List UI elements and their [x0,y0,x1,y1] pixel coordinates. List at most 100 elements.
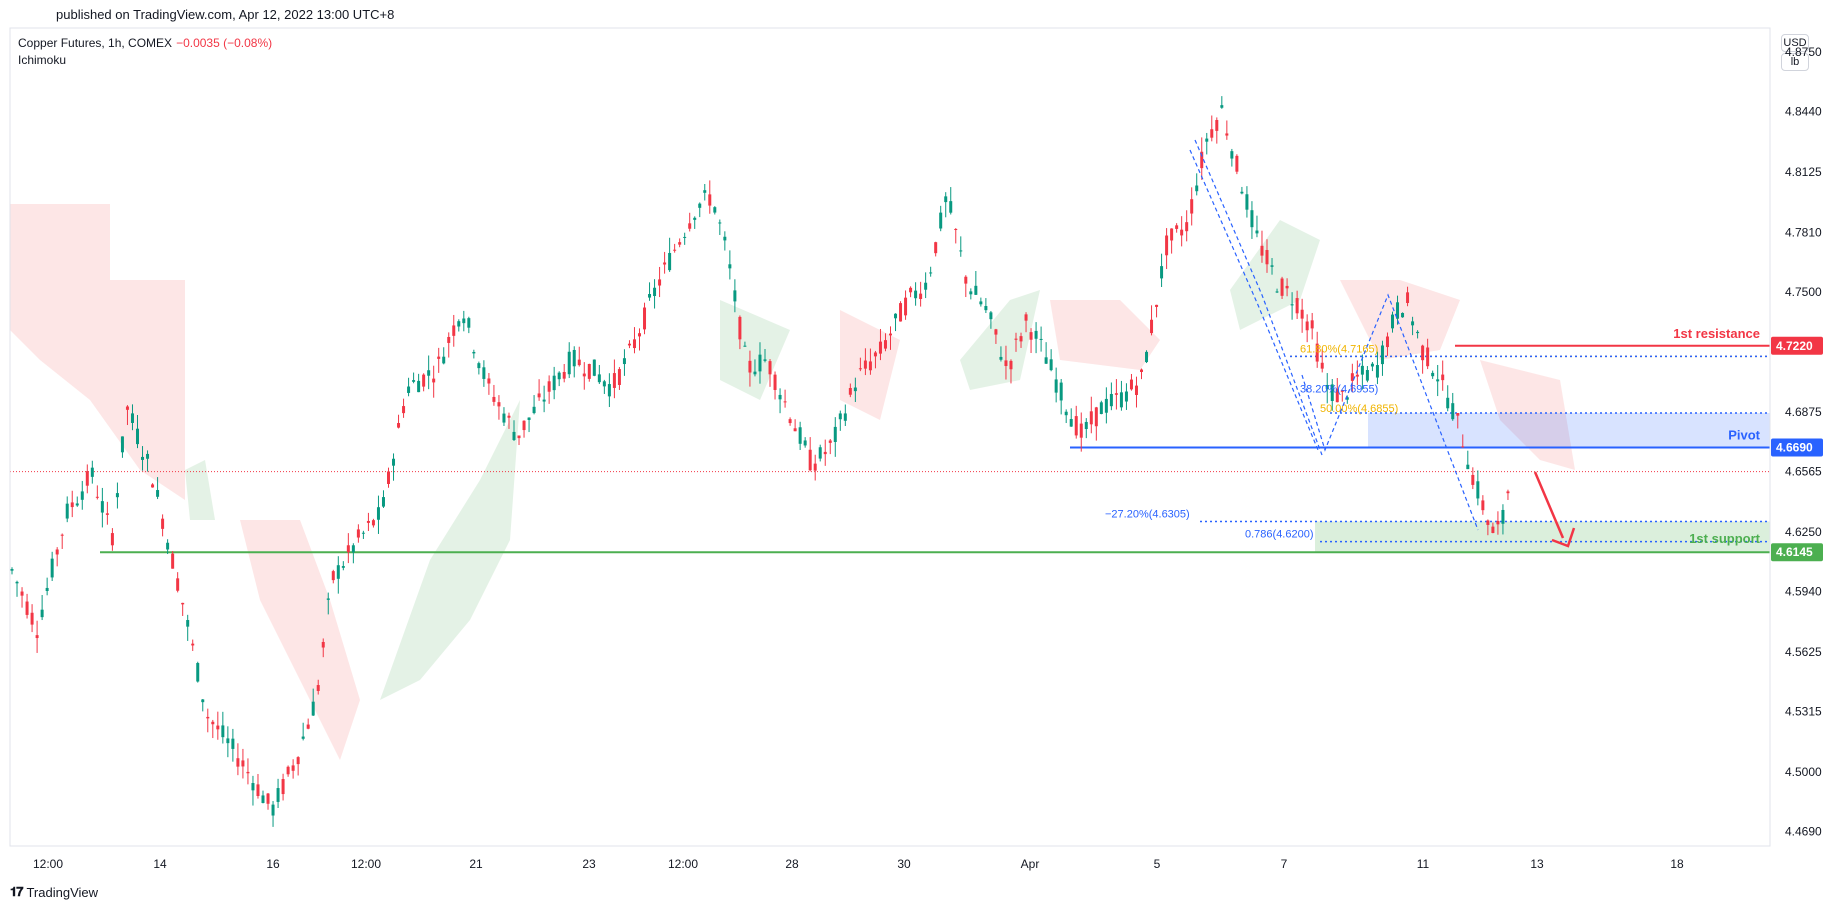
candle-body [176,578,180,591]
candle-body [648,294,652,298]
candle-body [1285,285,1289,289]
candle-body [1175,225,1179,229]
candle-body [1230,151,1234,159]
candle-body [592,359,596,376]
price-tick-label: 4.5625 [1785,645,1822,659]
candle-body [261,795,265,803]
time-tick-label: 12:00 [351,857,381,871]
time-tick-label: 21 [469,857,483,871]
candle-body [622,358,626,365]
candle-body [1215,120,1219,131]
time-tick-label: 12:00 [33,857,63,871]
candle-body [1150,319,1154,334]
price-tick-label: 4.6875 [1785,405,1822,419]
candle-body [773,374,777,390]
candle-body [1094,407,1098,427]
candle-body [1355,374,1359,377]
candle-body [246,771,250,774]
candle-body [1345,397,1349,400]
price-chart[interactable]: 1st resistance Pivot 1st support 4.7220 4.66… [0,0,1834,880]
candle-body [688,223,692,229]
candle-body [1471,474,1475,485]
candle-body [1275,291,1279,293]
candle-body [738,316,742,340]
candle-body [889,333,892,336]
pivot-zone [1368,412,1770,448]
candle-body [1064,411,1068,416]
candle-body [402,406,406,414]
candle-body [1476,481,1480,499]
candle-body [1205,138,1209,142]
candle-body [878,341,882,354]
candle-body [1245,194,1249,210]
candle-body [1290,304,1294,306]
candle-body [808,449,812,471]
candle-body [788,419,792,424]
candle-body [708,194,712,206]
time-tick-label: 5 [1154,857,1161,871]
candle-body [10,569,14,571]
candle-body [1134,385,1138,395]
time-tick-label: 13 [1530,857,1544,871]
candle-body [171,553,175,569]
candle-body [1235,155,1239,172]
candle-body [1014,338,1018,340]
currency-button[interactable]: USD [1781,34,1809,52]
candle-body [1255,230,1259,234]
candle-body [1140,369,1143,372]
candle-body [1310,320,1314,329]
candle-body [40,609,44,618]
price-tick-label: 4.8750 [1785,45,1822,59]
axis-price-tag-label: 4.6690 [1776,441,1813,455]
candle-body [557,372,561,380]
candle-body [1104,398,1108,413]
candle-body [763,359,767,361]
candle-body [1325,384,1329,390]
support-label: 1st support [1689,531,1760,546]
candle-body [452,325,456,336]
cloud-segment [960,290,1040,390]
candle-body [924,282,928,290]
candle-body [1170,228,1174,241]
candle-body [562,371,566,379]
candle-body [181,602,185,605]
fib-label: 0.786(4.6200) [1245,529,1314,541]
candle-body [477,363,481,369]
candle-body [65,503,69,519]
candle-body [1506,491,1510,494]
candle-body [1185,222,1189,232]
price-tick-label: 4.7500 [1785,285,1822,299]
candle-body [522,420,526,431]
price-tick-label: 4.5940 [1785,585,1822,599]
candle-body [853,387,857,392]
candle-body [969,291,973,295]
candle-body [532,406,536,414]
candle-body [336,565,340,579]
candle-body [381,497,385,507]
legend-symbol-row[interactable]: Copper Futures, 1h, COMEX −0.0035 (−0.08%… [18,35,272,52]
candle-body [793,428,797,432]
price-tick-label: 4.5000 [1785,765,1822,779]
candle-body [356,529,360,538]
candle-body [1431,372,1435,377]
candle-body [658,279,662,286]
candle-body [1114,393,1118,395]
cloud-segment [380,400,520,700]
price-axis: 4.8750 4.8440 4.8125 4.7810 4.7500 4.6875 4.65… [1769,28,1822,846]
candle-body [1391,314,1394,329]
candle-body [256,784,260,797]
candle-body [236,758,240,767]
unit-button[interactable]: lb [1781,53,1809,71]
candle-body [457,321,461,327]
candle-body [612,373,616,388]
candle-body [1360,365,1364,375]
candle-body [1436,379,1440,382]
candle-body [929,272,933,274]
candle-body [542,399,546,402]
candle-body [1039,338,1043,340]
candle-body [909,287,913,293]
candle-body [733,290,737,302]
candle-body [989,312,993,320]
candle-body [502,413,506,423]
indicator-label[interactable]: Ichimoku [18,53,67,67]
